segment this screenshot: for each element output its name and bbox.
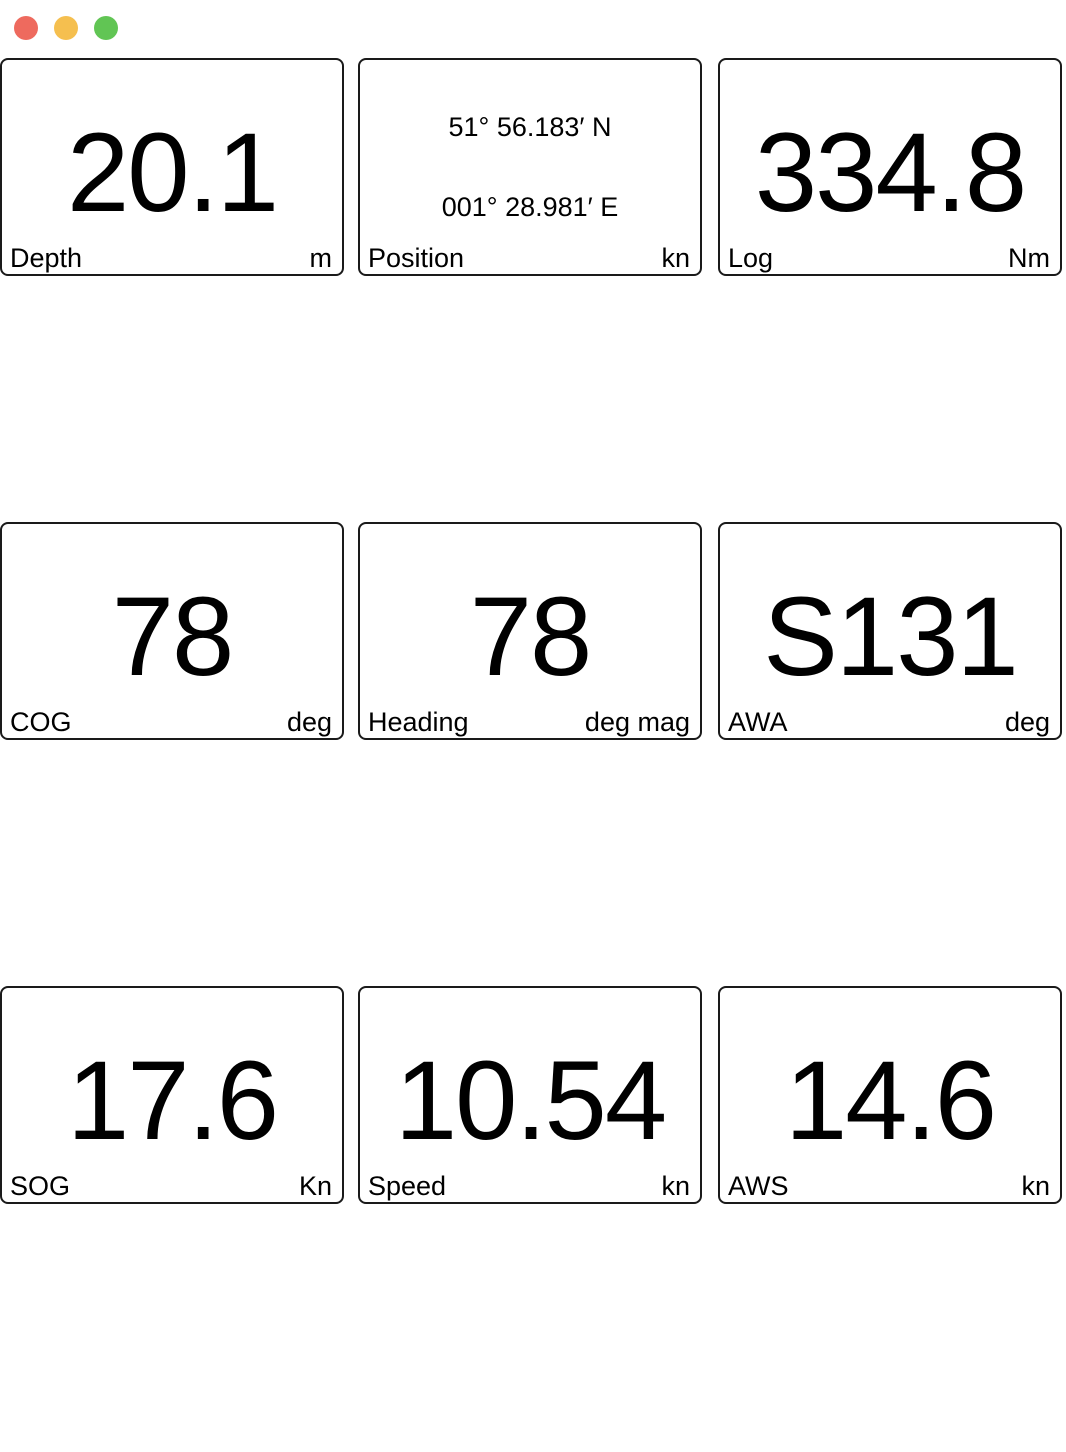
aws-panel[interactable]: 14.6 AWS kn: [718, 986, 1062, 1204]
heading-value: 78: [469, 574, 593, 699]
log-panel[interactable]: 334.8 Log Nm: [718, 58, 1062, 276]
cog-label: COG: [10, 707, 72, 737]
position-unit: kn: [661, 243, 690, 273]
cog-value: 78: [111, 574, 235, 699]
position-longitude: 001° 28.981′ E: [441, 192, 619, 222]
speed-label: Speed: [368, 1171, 447, 1201]
minimize-window-icon[interactable]: [54, 16, 78, 40]
awa-label: AWA: [728, 707, 788, 737]
log-value: 334.8: [754, 110, 1027, 235]
position-latitude: 51° 56.183′ N: [448, 112, 612, 142]
sog-unit: Kn: [298, 1171, 332, 1201]
sog-panel[interactable]: 17.6 SOG Kn: [0, 986, 344, 1204]
speed-value: 10.54: [394, 1038, 667, 1163]
heading-label: Heading: [368, 707, 469, 737]
heading-unit: deg mag: [584, 707, 690, 737]
cog-unit: deg: [286, 707, 332, 737]
depth-panel[interactable]: 20.1 Depth m: [0, 58, 344, 276]
speed-unit: kn: [661, 1171, 690, 1201]
aws-label: AWS: [728, 1171, 789, 1201]
depth-unit: m: [309, 243, 333, 273]
aws-value: 14.6: [785, 1038, 997, 1163]
speed-panel[interactable]: 10.54 Speed kn: [358, 986, 702, 1204]
awa-panel[interactable]: S131 AWA deg: [718, 522, 1062, 740]
title-bar[interactable]: [0, 0, 1066, 56]
log-unit: Nm: [1008, 243, 1050, 273]
cog-panel[interactable]: 78 COG deg: [0, 522, 344, 740]
log-label: Log: [728, 243, 774, 273]
aws-unit: kn: [1021, 1171, 1050, 1201]
depth-value: 20.1: [67, 110, 279, 235]
close-window-icon[interactable]: [14, 16, 38, 40]
position-label: Position: [368, 243, 465, 273]
depth-label: Depth: [10, 243, 83, 273]
awa-unit: deg: [1004, 707, 1050, 737]
heading-panel[interactable]: 78 Heading deg mag: [358, 522, 702, 740]
position-panel[interactable]: 51° 56.183′ N 001° 28.981′ E Position kn: [358, 58, 702, 276]
sog-label: SOG: [10, 1171, 71, 1201]
sog-value: 17.6: [67, 1038, 279, 1163]
awa-value: S131: [763, 574, 1019, 699]
zoom-window-icon[interactable]: [94, 16, 118, 40]
